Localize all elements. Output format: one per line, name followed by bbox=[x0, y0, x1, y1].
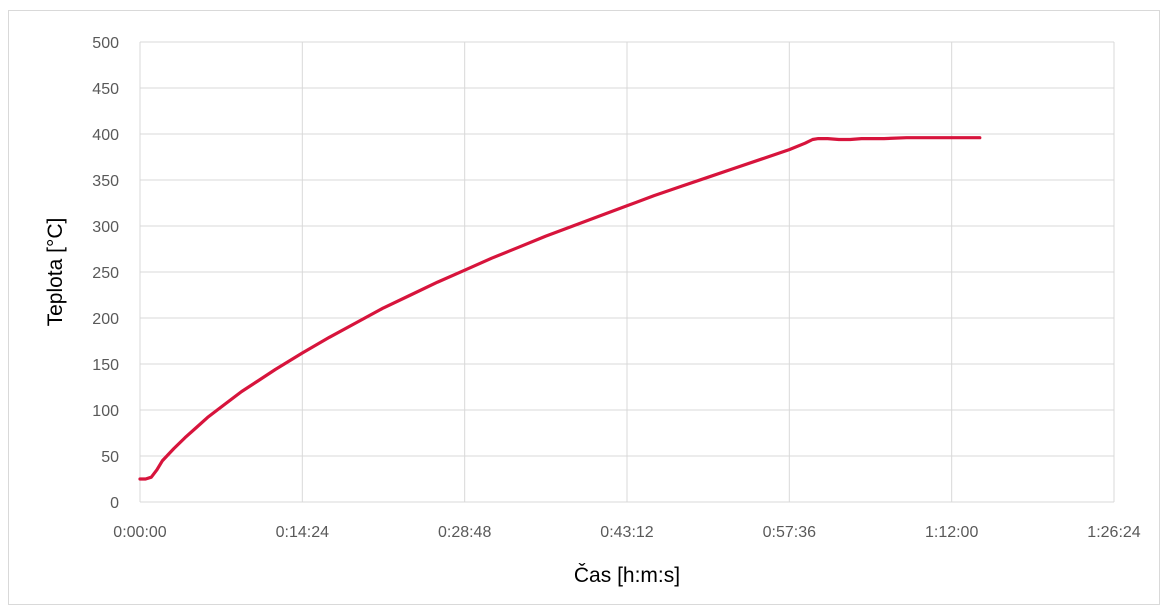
x-tick-label: 0:57:36 bbox=[763, 524, 816, 541]
temperature-series-line bbox=[138, 136, 982, 481]
y-tick-label: 200 bbox=[92, 311, 119, 328]
y-tick-label: 50 bbox=[101, 449, 119, 466]
y-tick-label: 100 bbox=[92, 403, 119, 420]
x-tick-label: 0:43:12 bbox=[600, 524, 653, 541]
y-tick-label: 400 bbox=[92, 127, 119, 144]
y-tick-label: 500 bbox=[92, 35, 119, 52]
chart-area bbox=[8, 10, 1160, 605]
y-tick-label: 0 bbox=[110, 495, 119, 512]
x-tick-label: 1:26:24 bbox=[1087, 524, 1140, 541]
plot-series bbox=[138, 136, 982, 481]
x-tick-label: 0:00:00 bbox=[113, 524, 166, 541]
y-tick-label: 300 bbox=[92, 219, 119, 236]
x-tick-label: 1:12:00 bbox=[925, 524, 978, 541]
y-tick-label: 450 bbox=[92, 81, 119, 98]
x-axis-ticks: 0:00:00 0:14:24 0:28:48 0:43:12 0:57:36 1:12:… bbox=[113, 524, 1140, 541]
x-tick-label: 0:14:24 bbox=[276, 524, 329, 541]
y-tick-label: 250 bbox=[92, 265, 119, 282]
y-axis-title: Teplota [°C] bbox=[44, 218, 67, 327]
gridlines bbox=[139, 41, 1115, 503]
y-axis-ticks: 0 50 100 150 200 250 300 350 400 450 500 bbox=[92, 35, 119, 512]
x-tick-label: 0:28:48 bbox=[438, 524, 491, 541]
x-axis-title: Čas [h:m:s] bbox=[574, 564, 680, 587]
y-tick-label: 150 bbox=[92, 357, 119, 374]
y-tick-label: 350 bbox=[92, 173, 119, 190]
